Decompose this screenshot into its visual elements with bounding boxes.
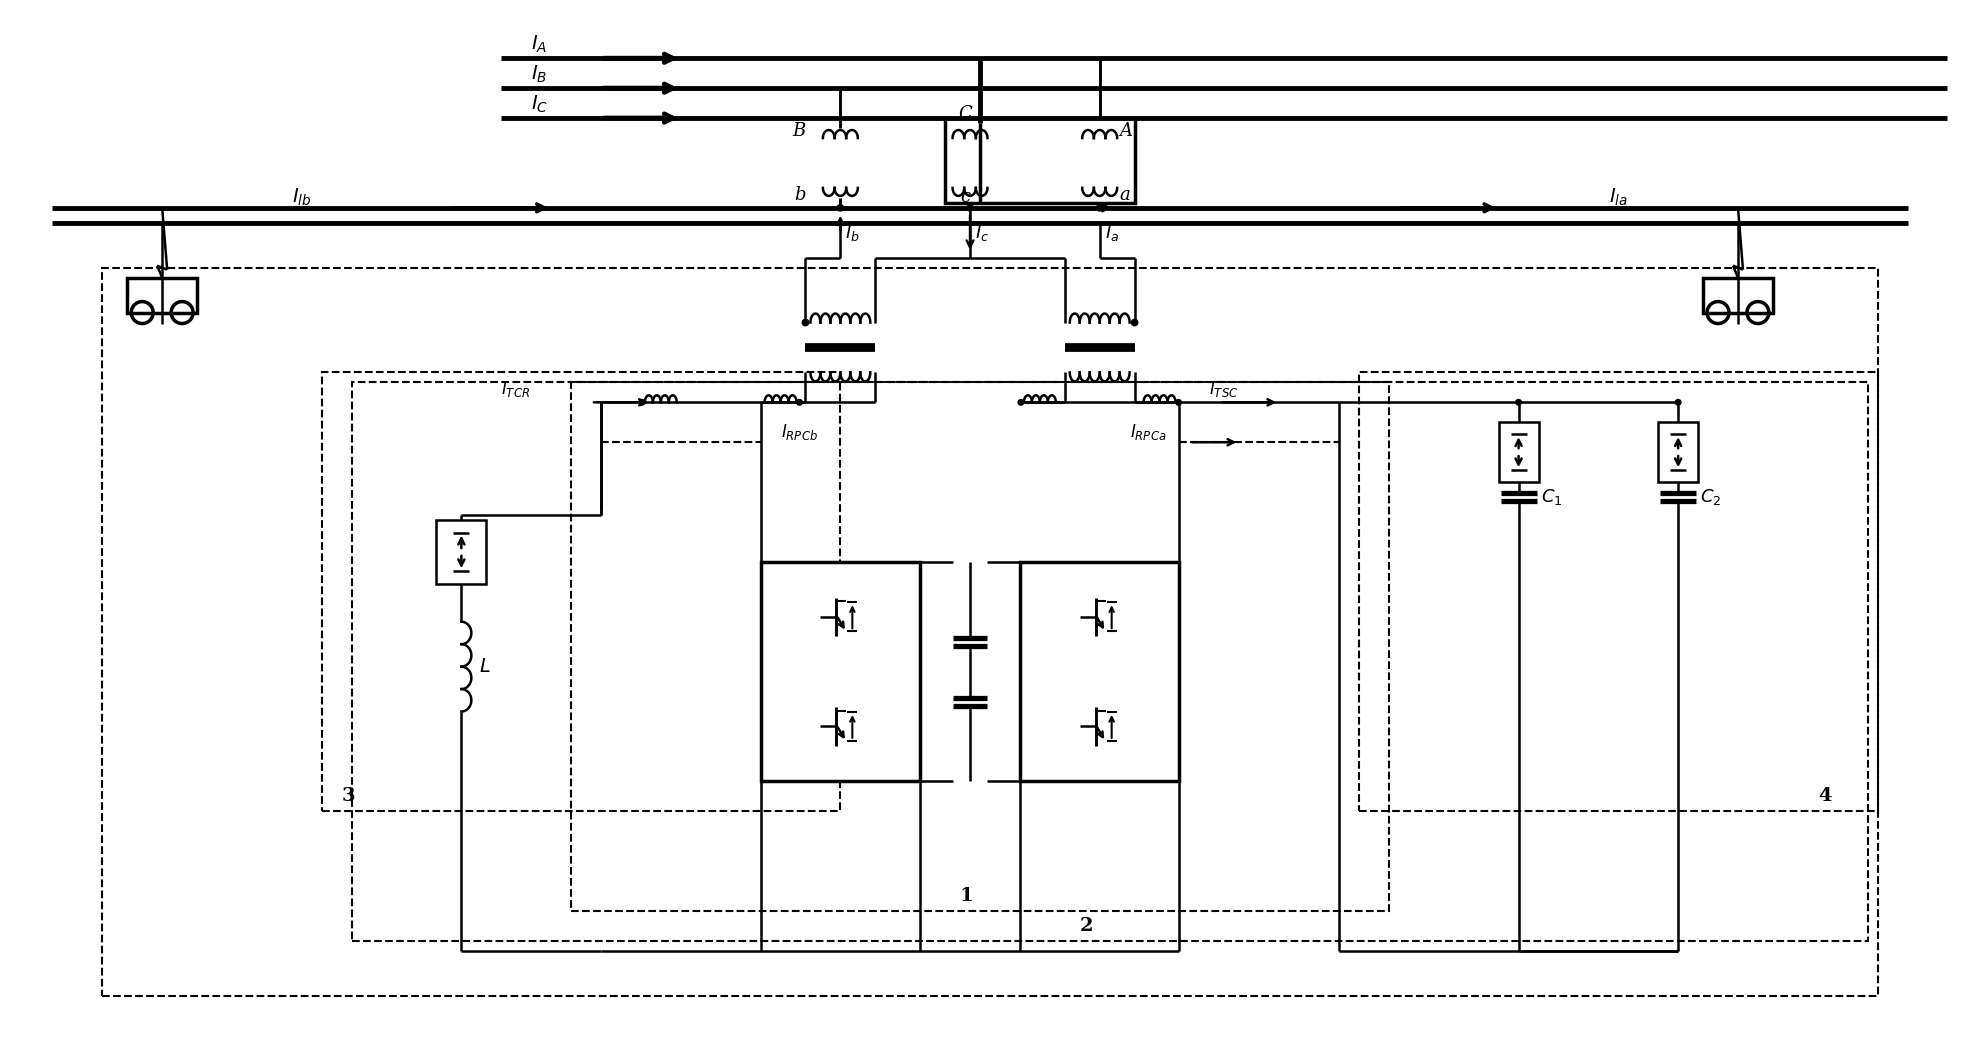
Bar bbox=[1498, 422, 1539, 482]
Text: $I_b$: $I_b$ bbox=[845, 223, 861, 243]
Circle shape bbox=[1018, 400, 1024, 405]
Circle shape bbox=[1131, 320, 1137, 326]
Text: b: b bbox=[794, 186, 806, 204]
Text: 4: 4 bbox=[1818, 787, 1832, 805]
Text: $I_{la}$: $I_{la}$ bbox=[1608, 187, 1628, 208]
Text: $I_{RPCb}$: $I_{RPCb}$ bbox=[780, 422, 818, 442]
Text: C: C bbox=[959, 105, 973, 123]
Text: $L$: $L$ bbox=[478, 658, 490, 675]
Text: $I_{RPCa}$: $I_{RPCa}$ bbox=[1130, 422, 1167, 442]
Bar bbox=[761, 562, 920, 782]
Text: 1: 1 bbox=[961, 887, 975, 905]
Text: $I_a$: $I_a$ bbox=[1104, 223, 1120, 243]
Bar bbox=[1702, 278, 1773, 312]
Text: $I_c$: $I_c$ bbox=[975, 223, 988, 243]
Circle shape bbox=[1675, 400, 1681, 405]
Text: c: c bbox=[961, 188, 971, 206]
Text: $I_{TCR}$: $I_{TCR}$ bbox=[502, 380, 529, 400]
Circle shape bbox=[1516, 400, 1522, 405]
Bar bbox=[127, 278, 196, 312]
Bar bbox=[571, 382, 1388, 911]
Bar bbox=[945, 118, 1135, 203]
Circle shape bbox=[1096, 205, 1102, 211]
Text: B: B bbox=[792, 122, 806, 140]
Text: $I_{lb}$: $I_{lb}$ bbox=[292, 187, 312, 208]
Bar bbox=[351, 382, 1867, 940]
Bar bbox=[437, 520, 486, 584]
Circle shape bbox=[796, 400, 802, 405]
Text: $I_B$: $I_B$ bbox=[531, 64, 547, 85]
Bar bbox=[1020, 562, 1179, 782]
Text: $C_1$: $C_1$ bbox=[1541, 487, 1563, 507]
Text: 2: 2 bbox=[1081, 917, 1092, 935]
Circle shape bbox=[967, 205, 973, 211]
Text: a: a bbox=[1120, 186, 1130, 204]
Text: 3: 3 bbox=[341, 787, 355, 805]
Text: A: A bbox=[1120, 122, 1133, 140]
Text: $C_2$: $C_2$ bbox=[1700, 487, 1722, 507]
Bar bbox=[102, 267, 1877, 996]
Circle shape bbox=[802, 320, 808, 326]
Circle shape bbox=[1177, 400, 1181, 405]
Text: $I_{TSC}$: $I_{TSC}$ bbox=[1210, 380, 1239, 400]
Text: $I_C$: $I_C$ bbox=[531, 94, 549, 115]
Bar bbox=[1359, 372, 1877, 811]
Bar bbox=[1659, 422, 1698, 482]
Text: $I_A$: $I_A$ bbox=[531, 34, 547, 56]
Bar bbox=[322, 372, 841, 811]
Circle shape bbox=[837, 205, 843, 211]
Circle shape bbox=[639, 400, 645, 405]
